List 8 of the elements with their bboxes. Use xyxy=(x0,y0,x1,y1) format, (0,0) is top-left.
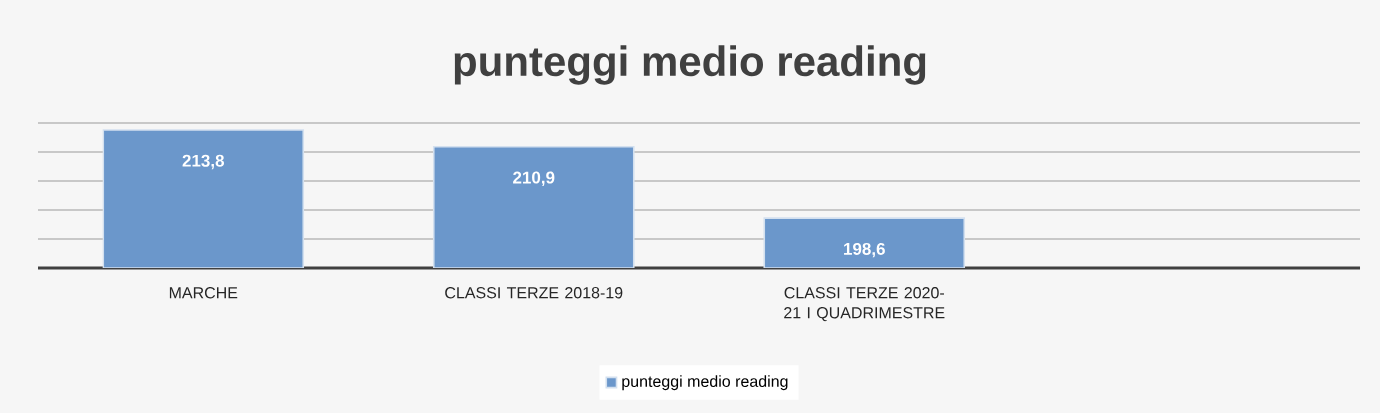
x-tick-label: CLASSI TERZE 2020-21 I QUADRIMESTRE xyxy=(784,287,945,322)
legend-label: punteggi medio reading xyxy=(622,375,788,391)
x-tick-label: CLASSI TERZE 2018-19 xyxy=(445,287,623,299)
chart-title: punteggi medio reading xyxy=(454,45,926,85)
x-tick-label: MARCHE xyxy=(169,287,238,299)
data-label: 210,9 xyxy=(513,171,555,187)
data-label: 213,8 xyxy=(182,154,225,170)
data-label: 198,6 xyxy=(844,242,885,258)
